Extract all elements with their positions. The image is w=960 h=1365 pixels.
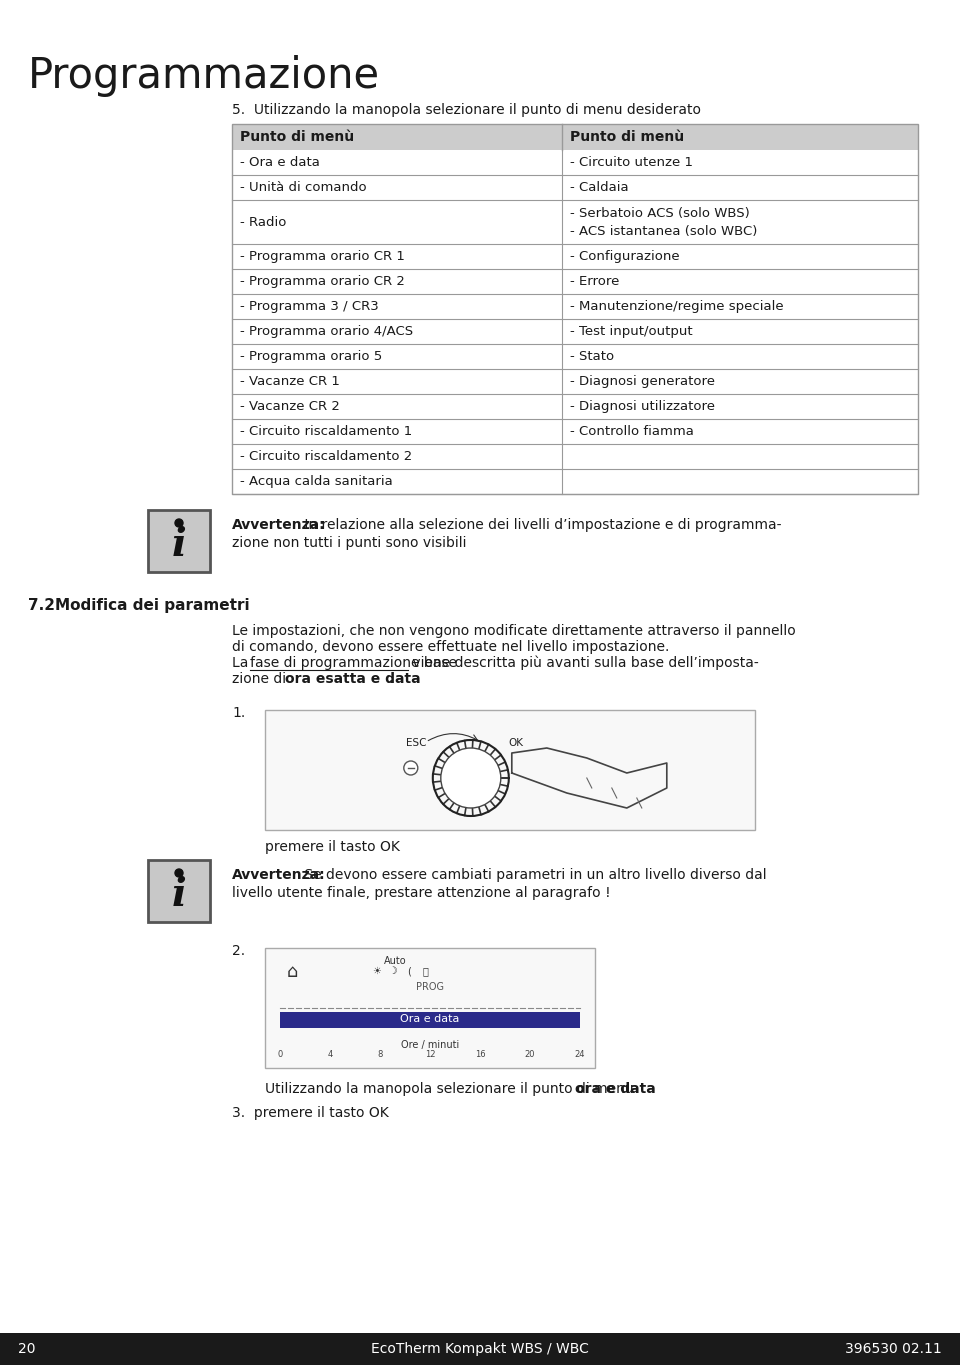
Text: Programmazione: Programmazione xyxy=(28,55,380,97)
Text: - Diagnosi generatore: - Diagnosi generatore xyxy=(570,375,715,388)
Text: - Serbatoio ACS (solo WBS): - Serbatoio ACS (solo WBS) xyxy=(570,207,750,220)
Text: (: ( xyxy=(407,966,411,976)
Text: - Caldaia: - Caldaia xyxy=(570,182,629,194)
Text: Avvertenza:: Avvertenza: xyxy=(232,517,325,532)
Text: - Vacanze CR 1: - Vacanze CR 1 xyxy=(240,375,340,388)
Text: Ore / minuti: Ore / minuti xyxy=(401,1040,459,1050)
Text: 20: 20 xyxy=(525,1050,536,1059)
Text: Ora e data: Ora e data xyxy=(400,1014,460,1024)
Circle shape xyxy=(441,748,501,808)
Text: 16: 16 xyxy=(474,1050,486,1059)
Text: - Programma 3 / CR3: - Programma 3 / CR3 xyxy=(240,300,379,313)
Text: - Unità di comando: - Unità di comando xyxy=(240,182,367,194)
Text: 8: 8 xyxy=(377,1050,383,1059)
Text: - Programma orario 4/ACS: - Programma orario 4/ACS xyxy=(240,325,413,339)
Text: 2.: 2. xyxy=(232,945,245,958)
Text: Le impostazioni, che non vengono modificate direttamente attraverso il pannello: Le impostazioni, che non vengono modific… xyxy=(232,624,796,637)
Text: ora esatta e data: ora esatta e data xyxy=(285,672,420,687)
Text: - Ora e data: - Ora e data xyxy=(240,156,320,169)
Text: 7.2: 7.2 xyxy=(28,598,55,613)
Text: ⌂: ⌂ xyxy=(287,962,299,981)
Text: zione non tutti i punti sono visibili: zione non tutti i punti sono visibili xyxy=(232,536,467,550)
Bar xyxy=(265,710,755,830)
Text: In relazione alla selezione dei livelli d’impostazione e di programma-: In relazione alla selezione dei livelli … xyxy=(300,517,781,532)
Text: PROG: PROG xyxy=(416,981,444,992)
Bar xyxy=(280,1011,580,1028)
Bar xyxy=(265,949,595,1067)
Text: i: i xyxy=(172,876,186,915)
Text: - Circuito riscaldamento 2: - Circuito riscaldamento 2 xyxy=(240,450,412,463)
Text: - Manutenzione/regime speciale: - Manutenzione/regime speciale xyxy=(570,300,783,313)
Bar xyxy=(0,1334,960,1365)
Text: ☀: ☀ xyxy=(372,966,381,976)
Bar xyxy=(148,511,210,572)
Text: - Controllo fiamma: - Controllo fiamma xyxy=(570,425,694,438)
Circle shape xyxy=(175,870,183,876)
Text: ☽: ☽ xyxy=(389,966,397,976)
Bar xyxy=(232,124,918,494)
Text: - Radio: - Radio xyxy=(240,216,286,228)
Text: ⏻: ⏻ xyxy=(422,966,428,976)
Text: - Programma orario 5: - Programma orario 5 xyxy=(240,349,382,363)
Text: viene descritta più avanti sulla base dell’imposta-: viene descritta più avanti sulla base de… xyxy=(407,657,758,670)
Text: - Circuito riscaldamento 1: - Circuito riscaldamento 1 xyxy=(240,425,412,438)
Text: - Stato: - Stato xyxy=(570,349,614,363)
Bar xyxy=(232,124,918,150)
Text: Utilizzando la manopola selezionare il punto di menu: Utilizzando la manopola selezionare il p… xyxy=(265,1082,638,1096)
Text: ora e data: ora e data xyxy=(575,1082,656,1096)
Text: 0: 0 xyxy=(277,1050,282,1059)
Text: - Configurazione: - Configurazione xyxy=(570,250,680,263)
Text: - Diagnosi utilizzatore: - Diagnosi utilizzatore xyxy=(570,400,715,414)
Text: - Test input/output: - Test input/output xyxy=(570,325,692,339)
Text: di comando, devono essere effettuate nel livello impostazione.: di comando, devono essere effettuate nel… xyxy=(232,640,669,654)
Circle shape xyxy=(404,762,418,775)
Text: - Programma orario CR 2: - Programma orario CR 2 xyxy=(240,274,405,288)
Text: La: La xyxy=(232,657,252,670)
Text: Punto di menù: Punto di menù xyxy=(240,130,354,143)
Text: Avvertenza:: Avvertenza: xyxy=(232,868,325,882)
Text: 12: 12 xyxy=(424,1050,435,1059)
Text: EcoTherm Kompakt WBS / WBC: EcoTherm Kompakt WBS / WBC xyxy=(372,1342,588,1355)
Text: 24: 24 xyxy=(575,1050,586,1059)
Text: 5.  Utilizzando la manopola selezionare il punto di menu desiderato: 5. Utilizzando la manopola selezionare i… xyxy=(232,102,701,117)
Text: Auto: Auto xyxy=(384,955,406,966)
Text: - Programma orario CR 1: - Programma orario CR 1 xyxy=(240,250,405,263)
Text: Modifica dei parametri: Modifica dei parametri xyxy=(55,598,250,613)
Text: 20: 20 xyxy=(18,1342,36,1355)
Text: - Vacanze CR 2: - Vacanze CR 2 xyxy=(240,400,340,414)
Text: 1.: 1. xyxy=(232,706,245,719)
Bar xyxy=(148,860,210,921)
Text: Se devono essere cambiati parametri in un altro livello diverso dal: Se devono essere cambiati parametri in u… xyxy=(300,868,767,882)
Text: .: . xyxy=(389,672,395,687)
Text: Punto di menù: Punto di menù xyxy=(570,130,684,143)
Text: ESC: ESC xyxy=(405,738,426,748)
Text: 396530 02.11: 396530 02.11 xyxy=(845,1342,942,1355)
Text: fase di programmazione base: fase di programmazione base xyxy=(250,657,457,670)
Text: i: i xyxy=(172,526,186,564)
Text: 4: 4 xyxy=(327,1050,332,1059)
Text: premere il tasto OK: premere il tasto OK xyxy=(265,839,400,854)
Text: zione di: zione di xyxy=(232,672,291,687)
Text: livello utente finale, prestare attenzione al paragrafo !: livello utente finale, prestare attenzio… xyxy=(232,886,611,900)
Circle shape xyxy=(175,519,183,527)
Text: - Circuito utenze 1: - Circuito utenze 1 xyxy=(570,156,693,169)
Text: - Errore: - Errore xyxy=(570,274,619,288)
Text: 3.  premere il tasto OK: 3. premere il tasto OK xyxy=(232,1106,389,1121)
Text: - ACS istantanea (solo WBC): - ACS istantanea (solo WBC) xyxy=(570,225,757,238)
Text: OK: OK xyxy=(508,738,523,748)
Text: - Acqua calda sanitaria: - Acqua calda sanitaria xyxy=(240,475,393,489)
